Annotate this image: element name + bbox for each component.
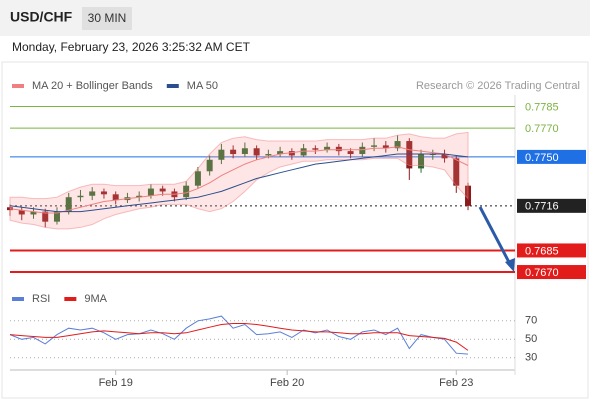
legend-swatch bbox=[64, 297, 77, 301]
rsi-line bbox=[9, 323, 469, 351]
candle-body bbox=[265, 154, 272, 156]
rsi-line bbox=[9, 315, 469, 355]
legend-label: MA 50 bbox=[187, 80, 218, 92]
candle-body bbox=[241, 148, 248, 155]
timeframe[interactable]: 30 MIN bbox=[88, 11, 127, 25]
legend-swatch bbox=[12, 84, 24, 88]
candle-body bbox=[112, 194, 119, 201]
candle-body bbox=[42, 211, 49, 222]
price-label: 0.7785 bbox=[525, 101, 559, 113]
price-label-box bbox=[517, 243, 586, 258]
candle-body bbox=[194, 171, 201, 186]
legend-label: MA 20 + Bollinger Bands bbox=[32, 80, 153, 92]
price-label: 0.7716 bbox=[525, 201, 559, 213]
credit: Research © 2026 Trading Central bbox=[416, 80, 580, 92]
price-label-box bbox=[517, 198, 586, 213]
candle-body bbox=[30, 211, 37, 215]
rsi-tick-label: 50 bbox=[525, 333, 537, 345]
candle-body bbox=[277, 151, 284, 155]
candle-body bbox=[18, 210, 25, 215]
legend-swatch bbox=[166, 84, 179, 88]
legend-label: 9MA bbox=[84, 293, 107, 305]
candle-body bbox=[347, 151, 354, 155]
forecast-arrow bbox=[478, 206, 513, 267]
candle-body bbox=[206, 159, 213, 172]
candle-body bbox=[418, 154, 425, 169]
candle-body bbox=[288, 151, 295, 156]
candle-body bbox=[53, 211, 60, 222]
timeframe-button[interactable] bbox=[82, 7, 132, 30]
candle-body bbox=[324, 146, 331, 150]
candle-body bbox=[159, 188, 166, 192]
candle-body bbox=[371, 145, 378, 147]
candle-body bbox=[100, 191, 107, 195]
candle-body bbox=[136, 195, 143, 198]
price-label: 0.7770 bbox=[525, 123, 559, 135]
candle-body bbox=[382, 145, 389, 149]
x-tick-label: Feb 19 bbox=[99, 377, 133, 389]
x-tick-label: Feb 20 bbox=[270, 377, 304, 389]
candle-body bbox=[441, 154, 448, 159]
candle-body bbox=[183, 185, 190, 198]
price-label: 0.7685 bbox=[525, 245, 559, 257]
candle-body bbox=[429, 154, 436, 156]
ma20-line bbox=[9, 146, 469, 214]
candle-body bbox=[335, 146, 342, 152]
symbol: USD/CHF bbox=[10, 9, 73, 25]
candle-body bbox=[312, 148, 319, 150]
candle-body bbox=[65, 197, 72, 212]
rsi-tick-label: 70 bbox=[525, 315, 537, 327]
price-label-box bbox=[517, 265, 586, 280]
price-label-box bbox=[517, 149, 586, 164]
candle-body bbox=[218, 149, 225, 160]
bollinger-band bbox=[9, 131, 469, 230]
candle-body bbox=[253, 148, 260, 156]
legend-swatch bbox=[12, 297, 24, 301]
candle-body bbox=[89, 191, 96, 196]
price-label: 0.7670 bbox=[525, 267, 559, 279]
price-label: 0.7750 bbox=[525, 152, 559, 164]
candle-body bbox=[77, 195, 84, 198]
candle-body bbox=[406, 141, 413, 169]
forecast-arrowhead bbox=[505, 258, 515, 272]
candle-body bbox=[147, 188, 154, 196]
chart-frame bbox=[1, 61, 589, 399]
x-tick-label: Feb 23 bbox=[439, 377, 473, 389]
rsi-tick-label: 30 bbox=[525, 352, 537, 364]
candle-body bbox=[453, 158, 460, 186]
legend-label: RSI bbox=[32, 293, 50, 305]
candle-body bbox=[359, 146, 366, 155]
ma50-line bbox=[9, 153, 469, 213]
datetime: Monday, February 23, 2026 3:25:32 AM CET bbox=[12, 40, 251, 54]
candle-body bbox=[230, 149, 237, 155]
candle-body bbox=[394, 141, 401, 149]
candle-body bbox=[300, 148, 307, 156]
